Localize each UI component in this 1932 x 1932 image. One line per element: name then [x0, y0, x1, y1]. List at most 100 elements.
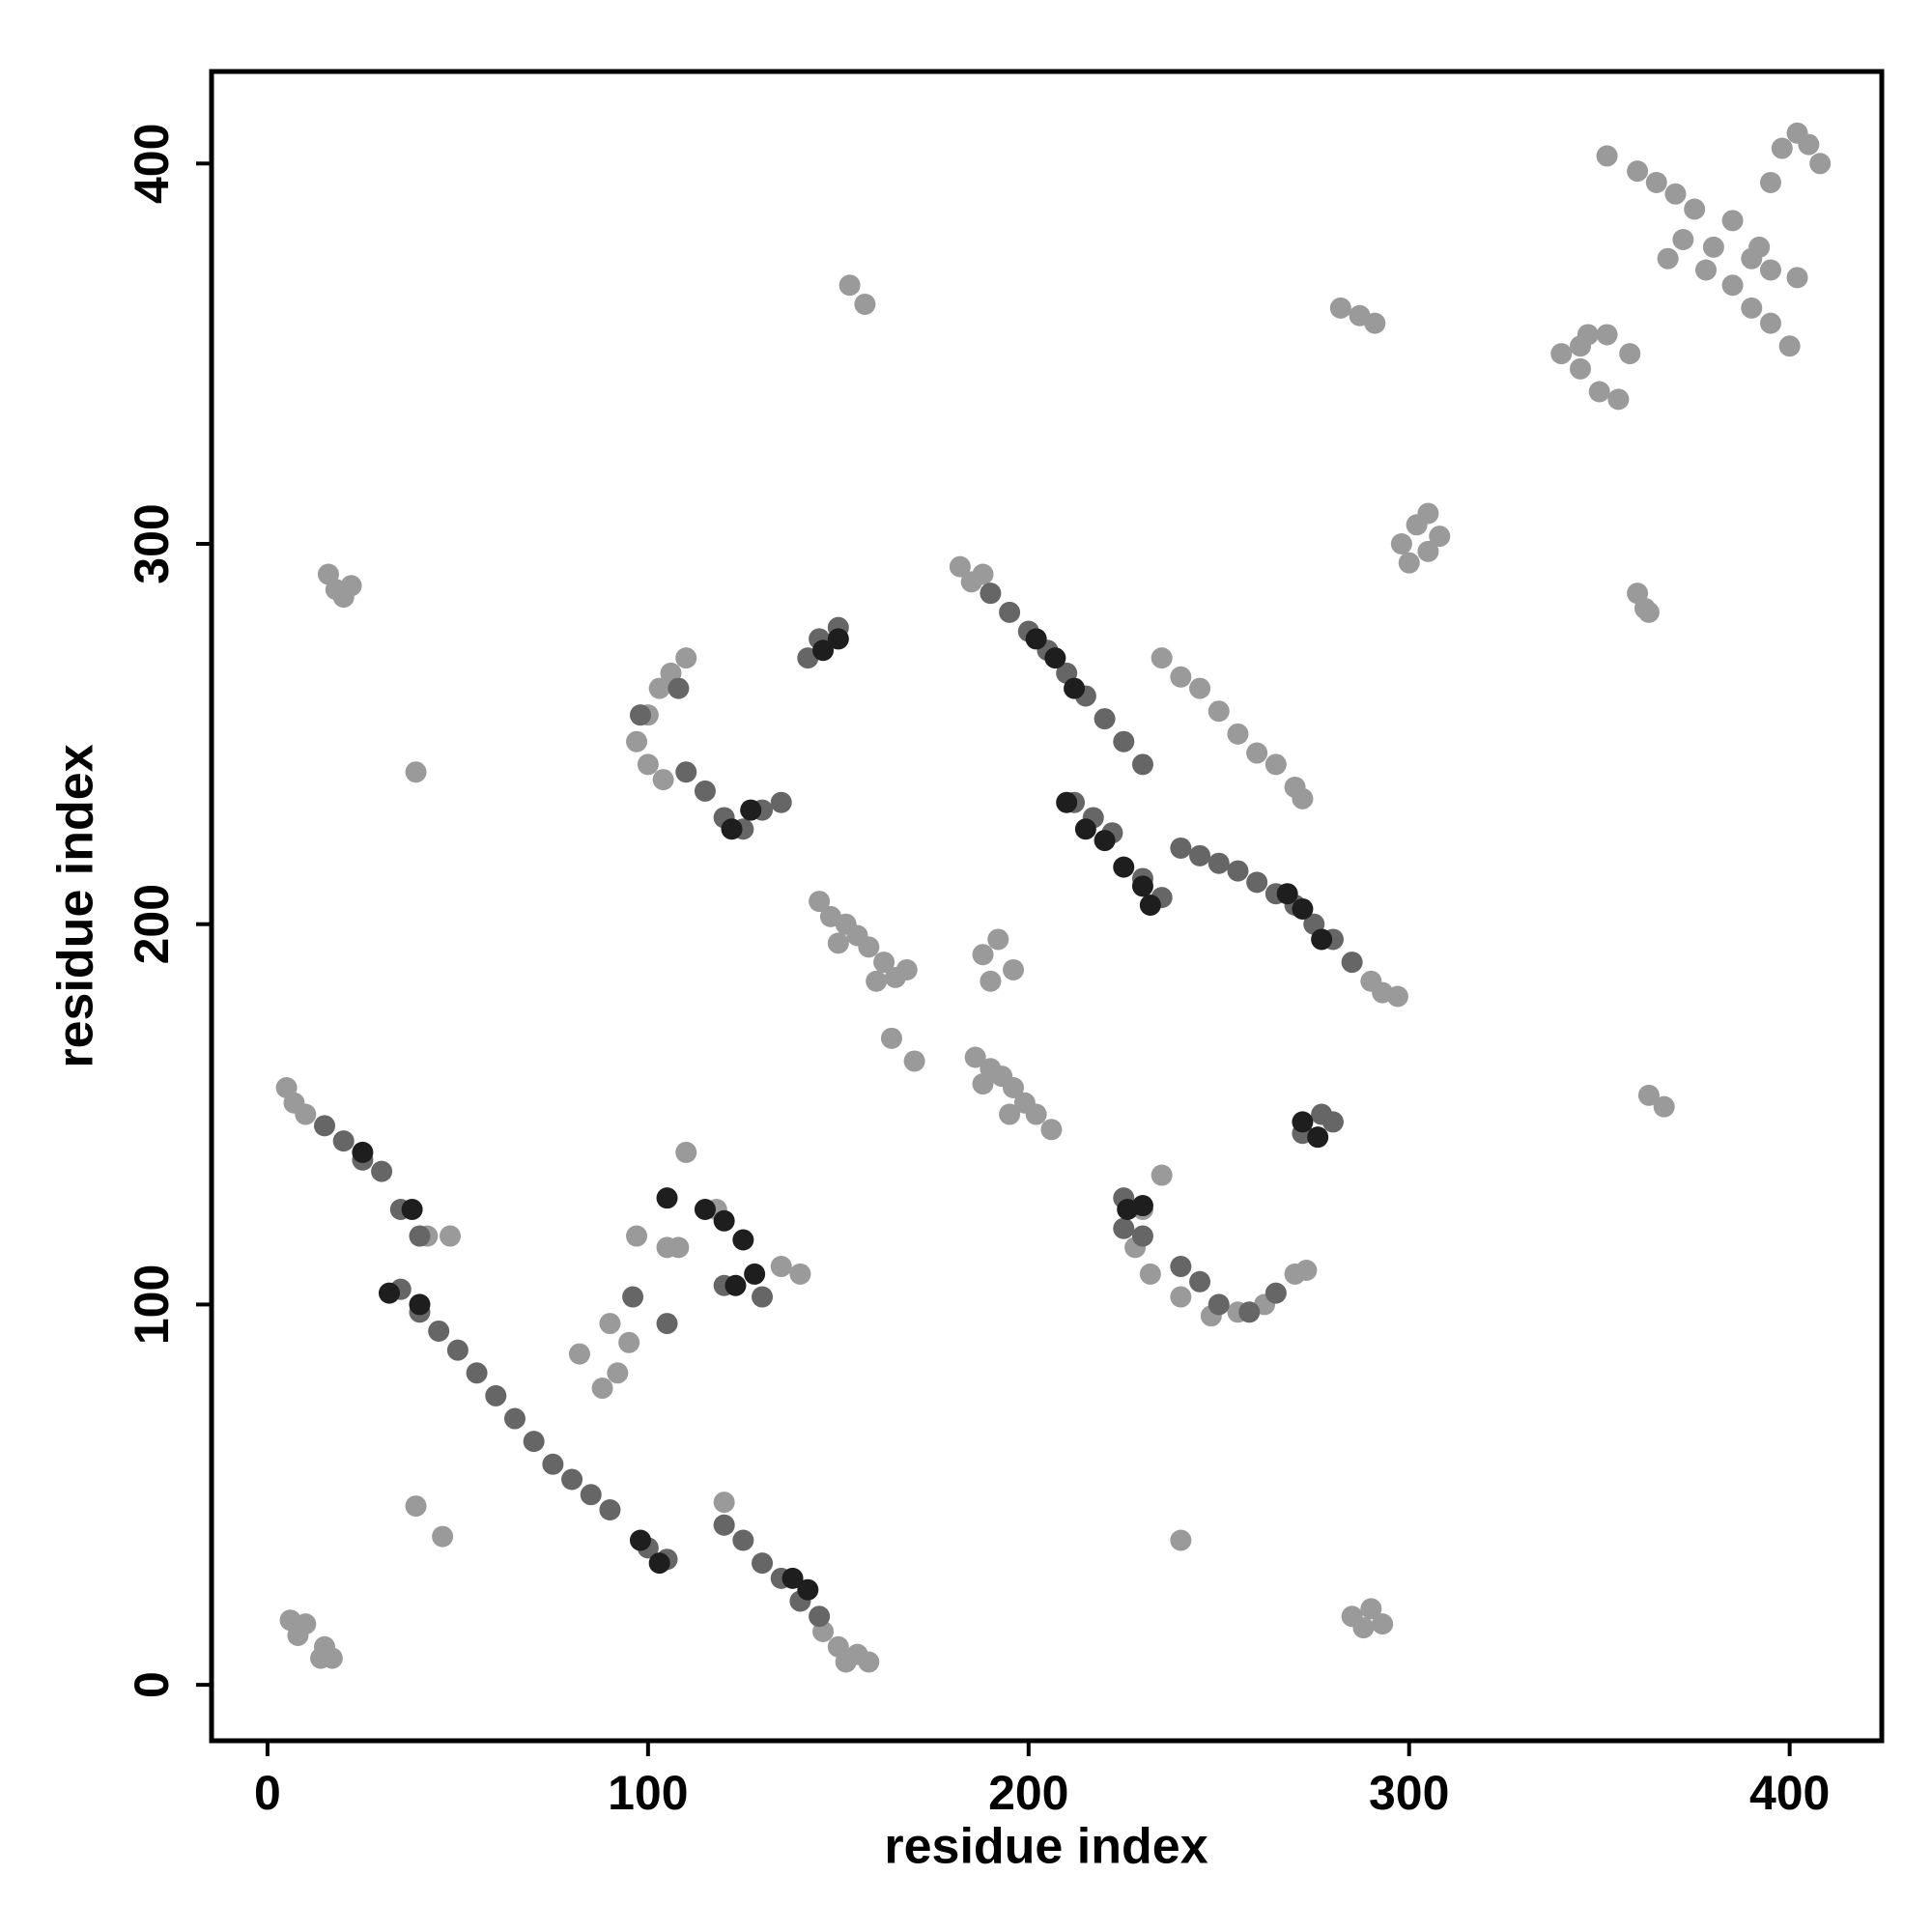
- point: [1295, 1259, 1318, 1281]
- point: [332, 1130, 355, 1152]
- point: [752, 1286, 774, 1308]
- point: [1695, 259, 1717, 281]
- point: [622, 1286, 644, 1308]
- point: [626, 1225, 648, 1247]
- point: [1113, 1217, 1135, 1239]
- point: [1759, 259, 1781, 281]
- point: [1759, 171, 1781, 193]
- point: [1809, 153, 1832, 175]
- point: [1044, 647, 1066, 669]
- point: [1417, 540, 1439, 562]
- point: [880, 1027, 902, 1049]
- point: [1664, 183, 1687, 205]
- point: [446, 1339, 469, 1361]
- point: [789, 1263, 811, 1285]
- point: [1264, 753, 1287, 776]
- y-tick-label: 300: [125, 503, 179, 583]
- point: [648, 1552, 670, 1575]
- point: [1672, 229, 1694, 251]
- point: [295, 1613, 317, 1635]
- point: [1759, 312, 1781, 334]
- point: [1596, 145, 1618, 167]
- point: [1170, 1529, 1192, 1551]
- point: [752, 1552, 774, 1575]
- point: [652, 769, 674, 791]
- point: [724, 1274, 747, 1296]
- point: [1786, 122, 1808, 144]
- point: [1170, 1286, 1192, 1308]
- point: [317, 563, 339, 585]
- point: [409, 1225, 431, 1247]
- point: [1227, 860, 1249, 882]
- point: [1139, 1263, 1161, 1285]
- point: [1390, 532, 1412, 554]
- x-tick-label: 400: [1749, 1766, 1830, 1820]
- point: [866, 970, 888, 992]
- point: [1341, 952, 1363, 974]
- point: [405, 761, 427, 783]
- point: [1064, 677, 1086, 699]
- point: [895, 958, 918, 980]
- point: [1208, 700, 1230, 723]
- point: [809, 1605, 831, 1628]
- point: [432, 1525, 454, 1548]
- point: [275, 1076, 298, 1098]
- point: [999, 1103, 1021, 1125]
- point: [1748, 236, 1771, 258]
- x-axis-label: residue index: [884, 1819, 1208, 1875]
- point: [732, 1529, 754, 1551]
- point: [1113, 856, 1135, 878]
- point: [1321, 1111, 1344, 1133]
- point: [1170, 1256, 1192, 1278]
- point: [599, 1313, 621, 1335]
- y-axis-label: residue index: [48, 744, 104, 1067]
- point: [668, 1236, 690, 1259]
- point: [1003, 1076, 1025, 1098]
- point: [542, 1453, 564, 1475]
- point: [675, 761, 697, 783]
- point: [1645, 171, 1667, 193]
- point: [1208, 1293, 1230, 1316]
- point: [1653, 1095, 1675, 1118]
- point: [1238, 1301, 1261, 1323]
- point: [1151, 1164, 1173, 1186]
- point: [1189, 1270, 1211, 1293]
- point: [428, 1320, 450, 1342]
- x-tick-label: 200: [988, 1766, 1068, 1820]
- point: [1131, 1195, 1153, 1217]
- point: [732, 1229, 754, 1251]
- point: [314, 1635, 335, 1658]
- point: [949, 555, 971, 578]
- point: [568, 1343, 590, 1365]
- point: [1588, 381, 1610, 403]
- point: [1131, 753, 1153, 776]
- point: [405, 1495, 427, 1518]
- point: [378, 1282, 400, 1304]
- point: [1596, 324, 1618, 346]
- point: [1386, 985, 1408, 1008]
- point: [1721, 274, 1744, 297]
- point: [1417, 502, 1439, 525]
- point: [656, 1313, 678, 1335]
- x-tick-label: 300: [1369, 1766, 1449, 1820]
- point: [1292, 897, 1314, 920]
- point: [1684, 198, 1706, 220]
- y-tick-label: 100: [125, 1264, 179, 1345]
- point: [466, 1362, 488, 1384]
- point: [1227, 723, 1249, 745]
- point: [1570, 357, 1591, 380]
- point: [987, 928, 1009, 951]
- point: [1637, 1084, 1660, 1106]
- point: [1170, 837, 1192, 859]
- y-tick-label: 200: [125, 884, 179, 964]
- point: [1246, 742, 1268, 764]
- point: [523, 1431, 545, 1453]
- y-tick-label: 0: [125, 1671, 179, 1698]
- point: [1094, 708, 1116, 730]
- point: [770, 1256, 792, 1278]
- point: [629, 1529, 651, 1551]
- point: [599, 1499, 621, 1521]
- point: [972, 944, 994, 966]
- point: [1074, 818, 1096, 840]
